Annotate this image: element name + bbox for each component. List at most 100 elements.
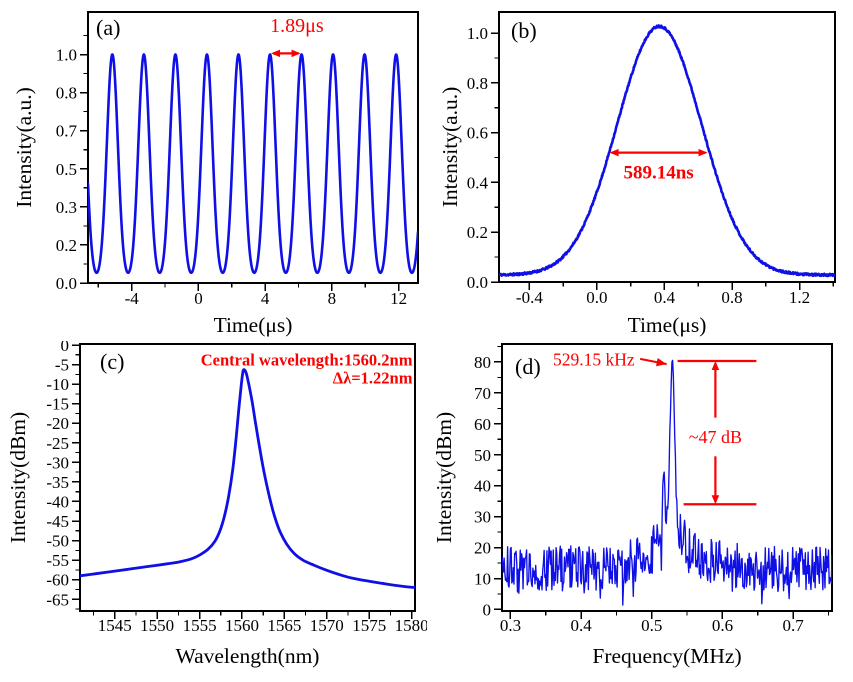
y-tick-label: 0.2 bbox=[467, 223, 488, 242]
panel-letter-a: (a) bbox=[96, 15, 120, 40]
arrowhead bbox=[609, 148, 619, 157]
y-tick-label: -5 bbox=[55, 356, 69, 375]
data-curve-b bbox=[499, 24, 835, 278]
x-tick-label: 1545 bbox=[98, 616, 132, 635]
panel-letter-c: (c) bbox=[100, 349, 124, 374]
arrowhead bbox=[656, 358, 667, 367]
plot-frame bbox=[498, 11, 836, 283]
y-tick-label: 30 bbox=[474, 508, 491, 527]
annotation-text: ~47 dB bbox=[689, 427, 742, 447]
x-tick-label: -4 bbox=[125, 289, 140, 308]
y-tick-label: -15 bbox=[46, 395, 69, 414]
x-tick-label: 0.5 bbox=[641, 616, 662, 635]
tick-labels-b: -0.4 0.0 0.4 0.8 1.2 0.0 0.2 0.4 0.6 0.8 1.0 bbox=[467, 24, 810, 307]
y-tick-label: 0.7 bbox=[56, 122, 78, 141]
data-curve-a bbox=[88, 53, 418, 275]
x-tick-label: 1560 bbox=[225, 616, 259, 635]
x-axis-title: Wavelength(nm) bbox=[176, 644, 320, 668]
plot-frame bbox=[79, 343, 416, 612]
x-tick-label: 0.4 bbox=[654, 288, 676, 307]
y-tick-label: 40 bbox=[474, 477, 491, 496]
x-tick-label: 1565 bbox=[267, 616, 301, 635]
x-tick-label: 1580 bbox=[395, 616, 427, 635]
y-axis-title: Intensity(dBm) bbox=[6, 412, 30, 543]
x-tick-label: 1.2 bbox=[789, 288, 810, 307]
y-tick-label: 0.6 bbox=[467, 124, 488, 143]
y-tick-label: -65 bbox=[46, 590, 69, 609]
x-axis-title: Frequency(MHz) bbox=[592, 644, 741, 668]
x-tick-label: 0.4 bbox=[571, 616, 593, 635]
axes-a bbox=[80, 11, 419, 291]
arrowhead bbox=[271, 49, 281, 58]
x-tick-label: 0 bbox=[194, 289, 203, 308]
x-tick-label: 1555 bbox=[183, 616, 217, 635]
annotations-b: 589.14ns bbox=[609, 148, 708, 184]
annotation-text: 529.15 kHz bbox=[553, 350, 635, 370]
axes-d bbox=[494, 343, 833, 619]
y-tick-label: 0.2 bbox=[56, 236, 77, 255]
y-tick-label: -25 bbox=[46, 434, 69, 453]
y-tick-label: 0.0 bbox=[56, 274, 77, 293]
y-axis-title: Intensity(dBm) bbox=[432, 412, 456, 543]
y-tick-label: 0 bbox=[483, 600, 492, 619]
plot-frame bbox=[87, 11, 419, 284]
x-axis-title: Time(μs) bbox=[628, 313, 707, 337]
x-tick-label: 8 bbox=[328, 289, 337, 308]
y-tick-label: 60 bbox=[474, 415, 491, 434]
y-tick-label: -45 bbox=[46, 512, 69, 531]
y-tick-label: -30 bbox=[46, 453, 69, 472]
y-tick-label: 0 bbox=[61, 341, 70, 355]
panel-b: -0.4 0.0 0.4 0.8 1.2 0.0 0.2 0.4 0.6 0.8 1.0 Time(μ… bbox=[438, 11, 836, 337]
data-curve-c bbox=[80, 368, 415, 589]
y-axis-title: Intensity(a.u.) bbox=[12, 87, 36, 208]
x-tick-label: 0.8 bbox=[721, 288, 742, 307]
data-curve-d bbox=[502, 359, 832, 606]
tick-labels-d: 0.3 0.4 0.5 0.6 0.7 0 10 20 30 40 50 60 70 80 bbox=[474, 353, 804, 635]
y-tick-label: -55 bbox=[46, 551, 69, 570]
y-tick-label: 0.0 bbox=[467, 273, 488, 292]
x-axis-title: Time(μs) bbox=[214, 313, 293, 337]
y-tick-label: -35 bbox=[46, 473, 69, 492]
x-tick-label: 0.7 bbox=[783, 616, 805, 635]
x-tick-label: 1550 bbox=[140, 616, 174, 635]
panel-c: 1545 1550 1555 1560 1565 1570 1575 1580 0-5-10-1… bbox=[6, 341, 427, 668]
annotation-text: 589.14ns bbox=[623, 163, 693, 184]
y-tick-label: -50 bbox=[46, 532, 69, 551]
annotation-text: Δλ=1.22nm bbox=[333, 368, 413, 387]
plot-frame bbox=[501, 343, 833, 612]
y-tick-label: 70 bbox=[474, 384, 491, 403]
panel-a: -4 0 4 8 12 0.0 0.2 0.3 0.5 0.7 0.8 1.0 Time(μs) Inte… bbox=[12, 11, 419, 337]
y-tick-label: 20 bbox=[474, 539, 491, 558]
annotations-d: 529.15 kHz ~47 dB bbox=[553, 350, 757, 506]
y-tick-label: 0.8 bbox=[56, 84, 77, 103]
tick-labels-c: 1545 1550 1555 1560 1565 1570 1575 1580 0-5-10-1… bbox=[46, 341, 427, 635]
x-tick-label: 1575 bbox=[352, 616, 386, 635]
arrowhead bbox=[711, 361, 720, 371]
y-tick-label: 10 bbox=[474, 570, 491, 589]
annotation-text: 1.89μs bbox=[270, 15, 324, 37]
y-tick-label: 0.4 bbox=[467, 173, 489, 192]
x-tick-label: 12 bbox=[390, 289, 407, 308]
arrowhead bbox=[698, 148, 708, 157]
y-tick-label: 50 bbox=[474, 446, 491, 465]
annotation-text: Central wavelength:1560.2nm bbox=[201, 350, 413, 369]
axes-b bbox=[491, 11, 836, 290]
y-tick-label: 0.3 bbox=[56, 198, 77, 217]
tick-labels-a: -4 0 4 8 12 0.0 0.2 0.3 0.5 0.7 0.8 1.0 bbox=[56, 46, 407, 308]
y-tick-label: -10 bbox=[46, 375, 69, 394]
y-tick-label: 1.0 bbox=[56, 46, 77, 65]
annotations-a: 1.89μs bbox=[270, 15, 324, 58]
y-axis-title: Intensity(a.u.) bbox=[438, 87, 462, 208]
arrowhead bbox=[291, 49, 301, 58]
x-tick-label: 0.3 bbox=[500, 616, 521, 635]
x-tick-label: 4 bbox=[261, 289, 270, 308]
y-tick-label: -60 bbox=[46, 571, 69, 590]
panel-letter-d: (d) bbox=[515, 354, 541, 379]
panel-d: 0.3 0.4 0.5 0.6 0.7 0 10 20 30 40 50 60 70 80 Frequenc… bbox=[432, 343, 833, 668]
arrowhead bbox=[711, 495, 720, 505]
axes-c bbox=[72, 343, 416, 619]
y-tick-label: 0.5 bbox=[56, 160, 77, 179]
y-tick-label: 0.8 bbox=[467, 74, 488, 93]
x-tick-label: 0.0 bbox=[586, 288, 607, 307]
